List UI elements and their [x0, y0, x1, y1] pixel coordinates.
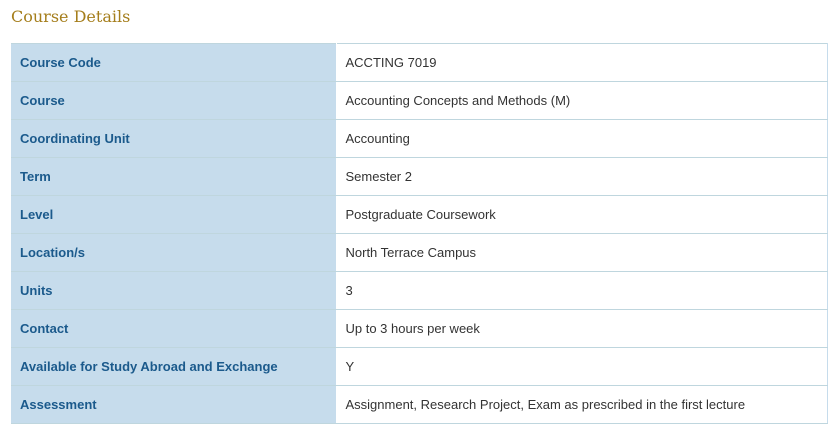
row-label-coordinating-unit: Coordinating Unit	[11, 119, 337, 158]
row-value-course-code: ACCTING 7019	[336, 43, 828, 82]
table-row: Available for Study Abroad and Exchange …	[11, 347, 828, 386]
section-title: Course Details	[11, 7, 131, 26]
row-value-assessment: Assignment, Research Project, Exam as pr…	[336, 385, 828, 424]
row-label-level: Level	[11, 195, 337, 234]
table-row: Units 3	[11, 271, 828, 310]
row-value-level: Postgraduate Coursework	[336, 195, 828, 234]
row-label-course-code: Course Code	[11, 43, 337, 82]
row-value-course: Accounting Concepts and Methods (M)	[336, 81, 828, 120]
table-row: Term Semester 2	[11, 157, 828, 196]
table-row: Contact Up to 3 hours per week	[11, 309, 828, 348]
table-row: Level Postgraduate Coursework	[11, 195, 828, 234]
table-row: Coordinating Unit Accounting	[11, 119, 828, 158]
row-value-study-abroad: Y	[336, 347, 828, 386]
row-label-course: Course	[11, 81, 337, 120]
row-label-locations: Location/s	[11, 233, 337, 272]
row-label-contact: Contact	[11, 309, 337, 348]
row-value-units: 3	[336, 271, 828, 310]
row-label-units: Units	[11, 271, 337, 310]
row-value-locations: North Terrace Campus	[336, 233, 828, 272]
table-row: Location/s North Terrace Campus	[11, 233, 828, 272]
row-value-coordinating-unit: Accounting	[336, 119, 828, 158]
row-value-term: Semester 2	[336, 157, 828, 196]
row-value-contact: Up to 3 hours per week	[336, 309, 828, 348]
table-row: Course Code ACCTING 7019	[11, 43, 828, 82]
row-label-assessment: Assessment	[11, 385, 337, 424]
row-label-study-abroad: Available for Study Abroad and Exchange	[11, 347, 337, 386]
table-row: Assessment Assignment, Research Project,…	[11, 385, 828, 424]
table-row: Course Accounting Concepts and Methods (…	[11, 81, 828, 120]
course-details-table: Course Code ACCTING 7019 Course Accounti…	[11, 43, 828, 424]
row-label-term: Term	[11, 157, 337, 196]
